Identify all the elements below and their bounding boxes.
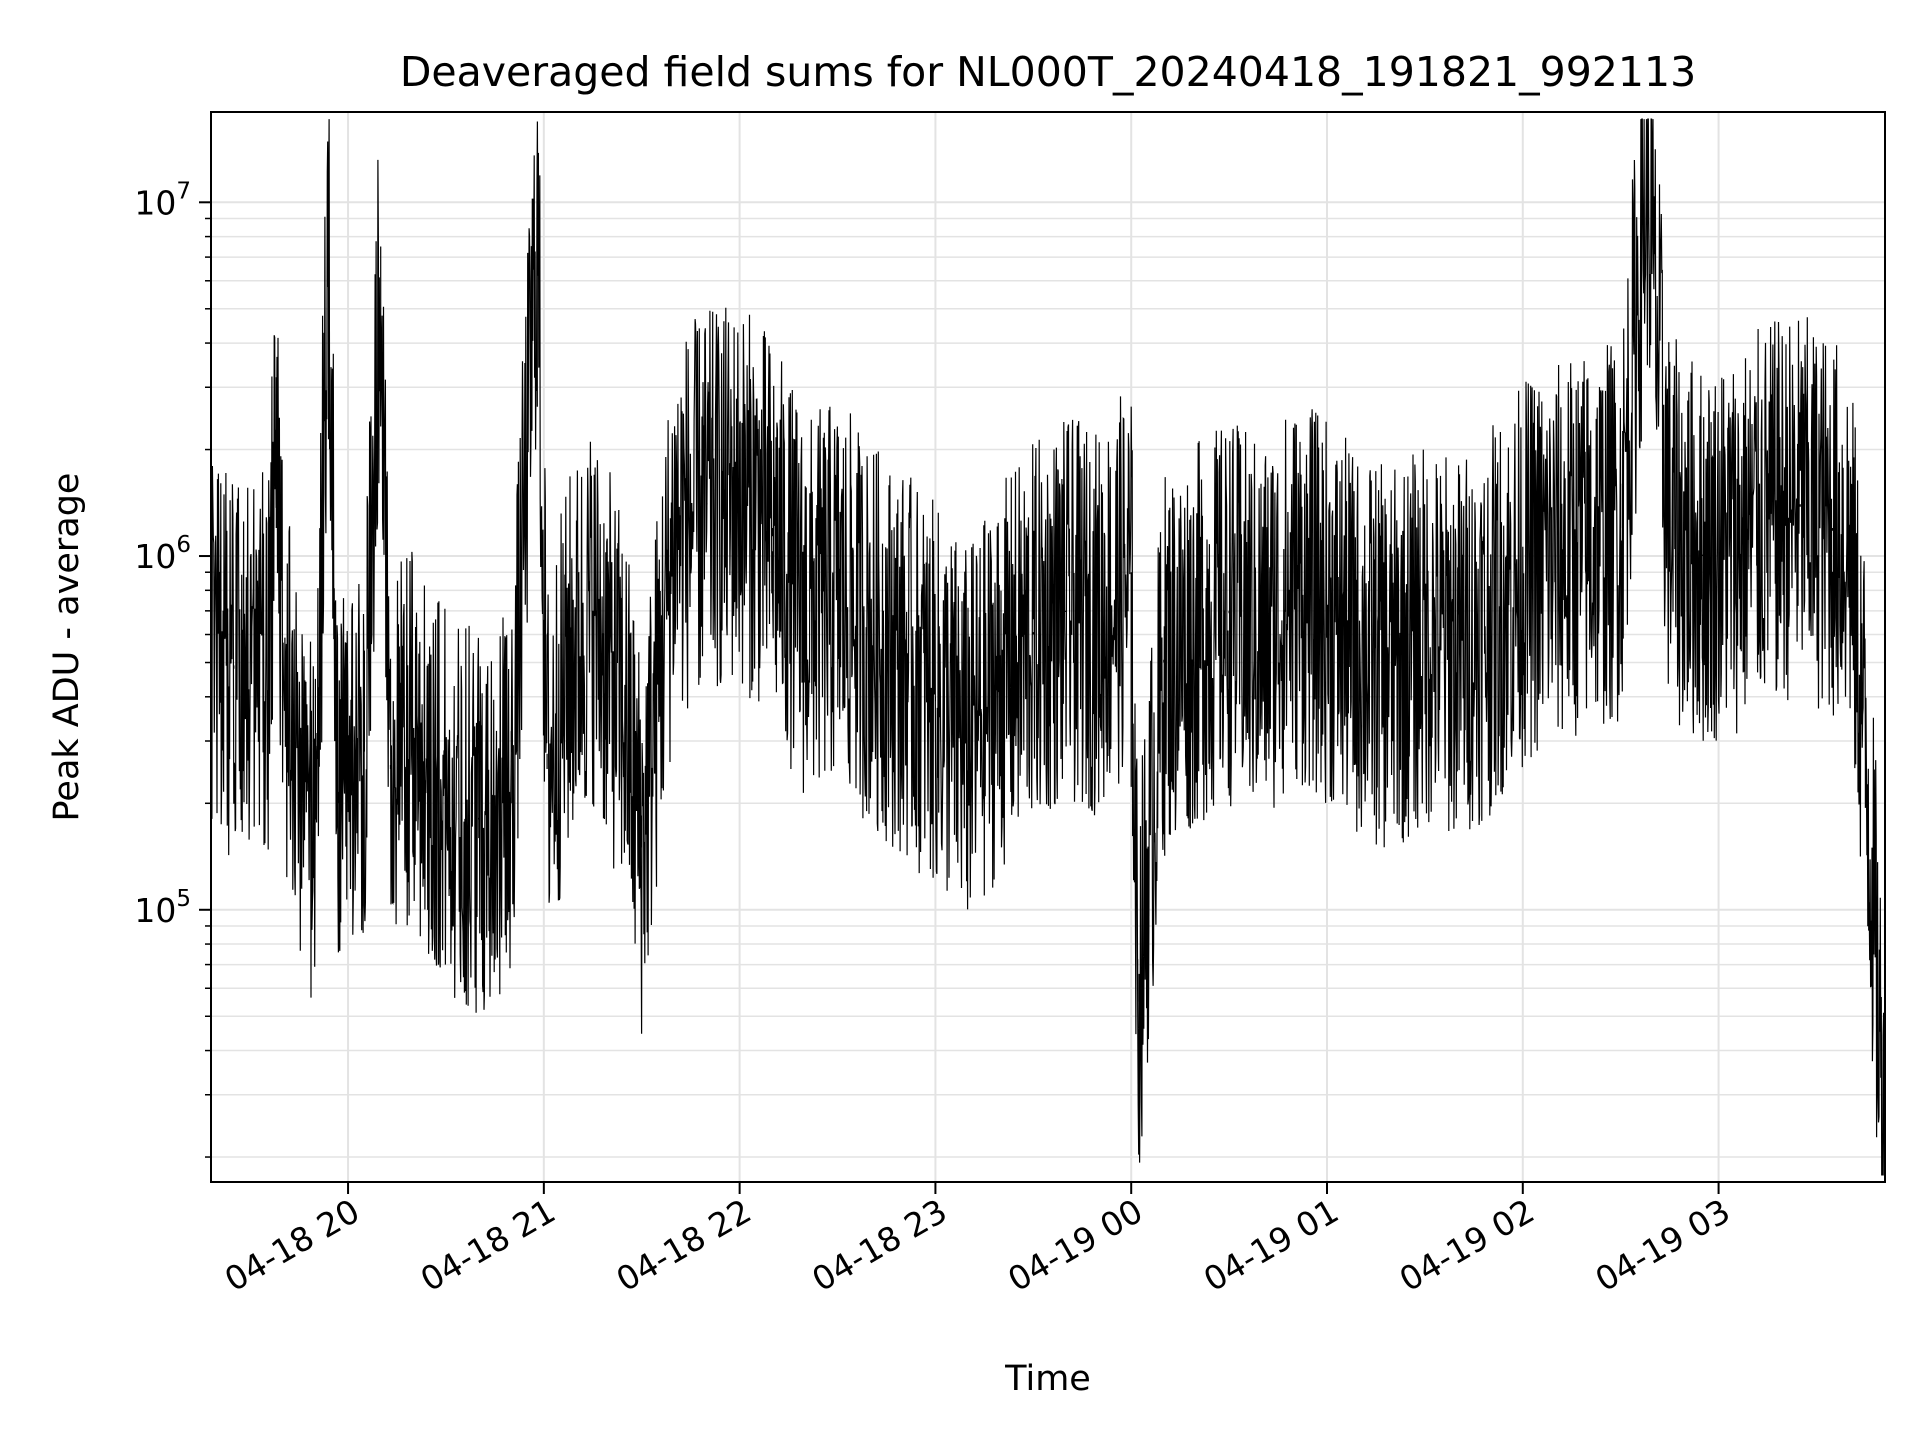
y-axis: 105 106 107 [134, 178, 211, 1158]
plot-frame [210, 111, 1886, 1183]
y-axis-label: Peak ADU - average [47, 473, 87, 822]
chart-title: Deaveraged field sums for NL000T_2024041… [400, 48, 1696, 96]
y-tick-label: 105 [134, 886, 191, 930]
y-tick-label: 106 [134, 532, 191, 576]
series-line [210, 118, 1885, 1176]
y-tick-label: 107 [134, 178, 191, 222]
x-axis-label: Time [1004, 1359, 1091, 1399]
